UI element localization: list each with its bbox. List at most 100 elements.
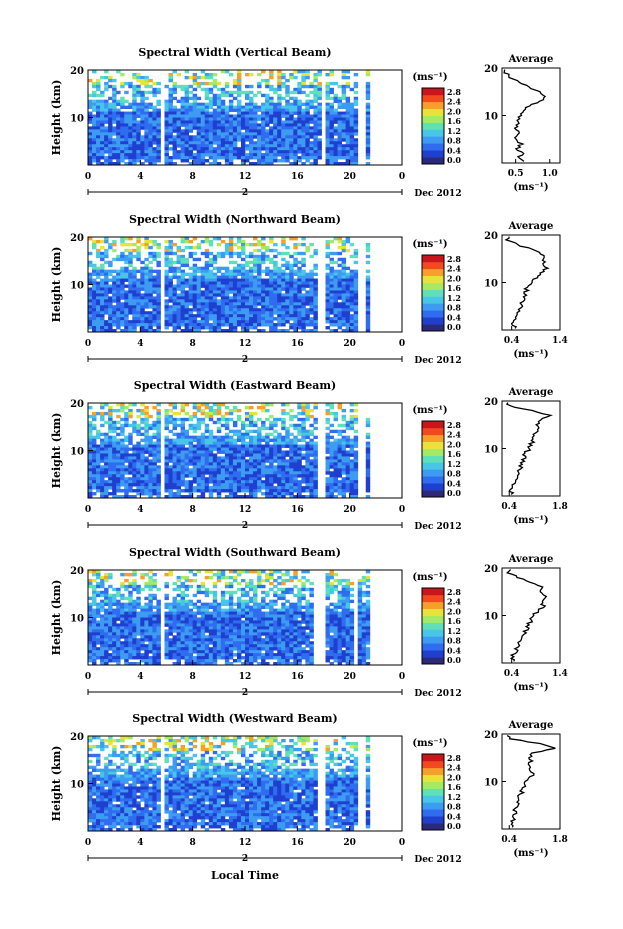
heatmap-cell: [212, 474, 218, 478]
heatmap-cell: [124, 302, 129, 306]
heatmap-cell: [184, 117, 190, 121]
heatmap-cell: [277, 459, 282, 463]
heatmap-cell: [269, 132, 274, 136]
heatmap-cell: [261, 308, 266, 312]
heatmap-cell: [261, 93, 266, 98]
heatmap-cell: [236, 435, 242, 440]
heatmap-cell: [329, 129, 334, 133]
heatmap-cell: [124, 114, 129, 118]
heatmap-cell: [108, 444, 113, 448]
heatmap-cell: [168, 414, 173, 419]
heatmap-cell: [184, 87, 190, 92]
heatmap-cell: [132, 290, 137, 294]
heatmap-cell: [333, 429, 338, 434]
heatmap-cell: [188, 453, 194, 457]
heatmap-cell: [273, 278, 278, 282]
heatmap-cell: [253, 269, 258, 274]
heatmap-cell: [216, 408, 222, 413]
heatmap-cell: [144, 311, 149, 315]
heatmap-cell: [128, 132, 133, 136]
heatmap-cell: [261, 156, 266, 160]
heatmap-cell: [337, 456, 343, 460]
heatmap-cells: [88, 403, 371, 499]
heatmap-cell: [140, 462, 145, 466]
heatmap-cell: [108, 245, 113, 250]
heatmap-cell: [180, 480, 186, 484]
heatmap-cell: [333, 114, 338, 118]
heatmap-cell: [188, 120, 194, 124]
heatmap-cell: [349, 305, 355, 309]
heatmap-cell: [92, 492, 97, 496]
heatmap-cell: [104, 290, 109, 294]
avg-x-label: (ms⁻¹): [513, 182, 548, 193]
heatmap-cell: [148, 135, 153, 139]
heatmap-cell: [88, 156, 93, 160]
heatmap-cell: [116, 129, 121, 133]
heatmap-cell: [325, 417, 330, 422]
heatmap-cell: [232, 275, 238, 279]
heatmap-cell: [124, 99, 129, 104]
heatmap-cell: [337, 135, 343, 139]
heatmap-cell: [184, 299, 190, 303]
heatmap-cell: [345, 162, 351, 166]
heatmap-cell: [257, 162, 262, 166]
heatmap-cell: [216, 162, 222, 166]
colorbar-band: [422, 490, 444, 498]
heatmap-cell: [329, 117, 334, 121]
heatmap-cell: [305, 299, 310, 303]
heatmap-cell: [265, 308, 270, 312]
heatmap-cell: [184, 93, 190, 98]
heatmap-cell: [240, 320, 246, 324]
heatmap-cell: [245, 254, 250, 259]
heatmap-cell: [148, 251, 153, 256]
heatmap-cell: [120, 468, 125, 472]
heatmap-cell: [196, 81, 202, 86]
heatmap-cell: [120, 275, 125, 279]
heatmap-cell: [228, 114, 234, 118]
heatmap-cell: [245, 308, 250, 312]
heatmap-cell: [124, 477, 129, 481]
heatmap-cell: [100, 99, 105, 104]
heatmap-cell: [156, 471, 161, 475]
heatmap-cell: [220, 147, 226, 151]
heatmap-cell: [96, 150, 101, 154]
heatmap-cell: [236, 290, 242, 294]
heatmap-cell: [172, 96, 177, 101]
heatmap-cell: [108, 456, 113, 460]
heatmap-cell: [240, 159, 246, 163]
heatmap-cell: [176, 275, 181, 279]
heatmap-cell: [168, 251, 173, 256]
heatmap-cell: [236, 138, 242, 142]
heatmap-cell: [136, 477, 141, 481]
heatmap-cell: [305, 245, 310, 250]
heatmap-cell: [353, 320, 359, 324]
heatmap-cell: [208, 96, 214, 101]
heatmap-cell: [253, 299, 258, 303]
heatmap-cell: [204, 462, 210, 466]
heatmap-cell: [200, 272, 206, 276]
heatmap-cell: [285, 403, 290, 407]
heatmap-cell: [365, 293, 371, 297]
heatmap-cell: [112, 495, 117, 499]
y-axis-label: Height (km): [50, 247, 63, 323]
heatmap-cell: [240, 462, 246, 466]
heatmap-cell: [224, 117, 230, 121]
heatmap-cell: [184, 462, 190, 466]
heatmap-cell: [192, 456, 198, 460]
heatmap-cell: [176, 248, 181, 253]
heatmap-cell: [124, 296, 129, 300]
heatmap-cell: [232, 108, 238, 112]
heatmap-cell: [92, 70, 97, 74]
heatmap-cell: [136, 254, 141, 259]
heatmap-cell: [124, 438, 129, 442]
heatmap-cell: [313, 120, 318, 124]
heatmap-cell: [353, 302, 359, 306]
heatmap-cell: [277, 84, 282, 89]
avg-y-tick-label: 20: [484, 64, 498, 75]
heatmap-cell: [289, 150, 294, 154]
heatmap-cell: [104, 420, 109, 425]
heatmap-cell: [144, 114, 149, 118]
colorbar-tick-label: 2.4: [447, 264, 461, 274]
heatmap-cell: [297, 447, 302, 451]
heatmap-cell: [224, 317, 230, 321]
